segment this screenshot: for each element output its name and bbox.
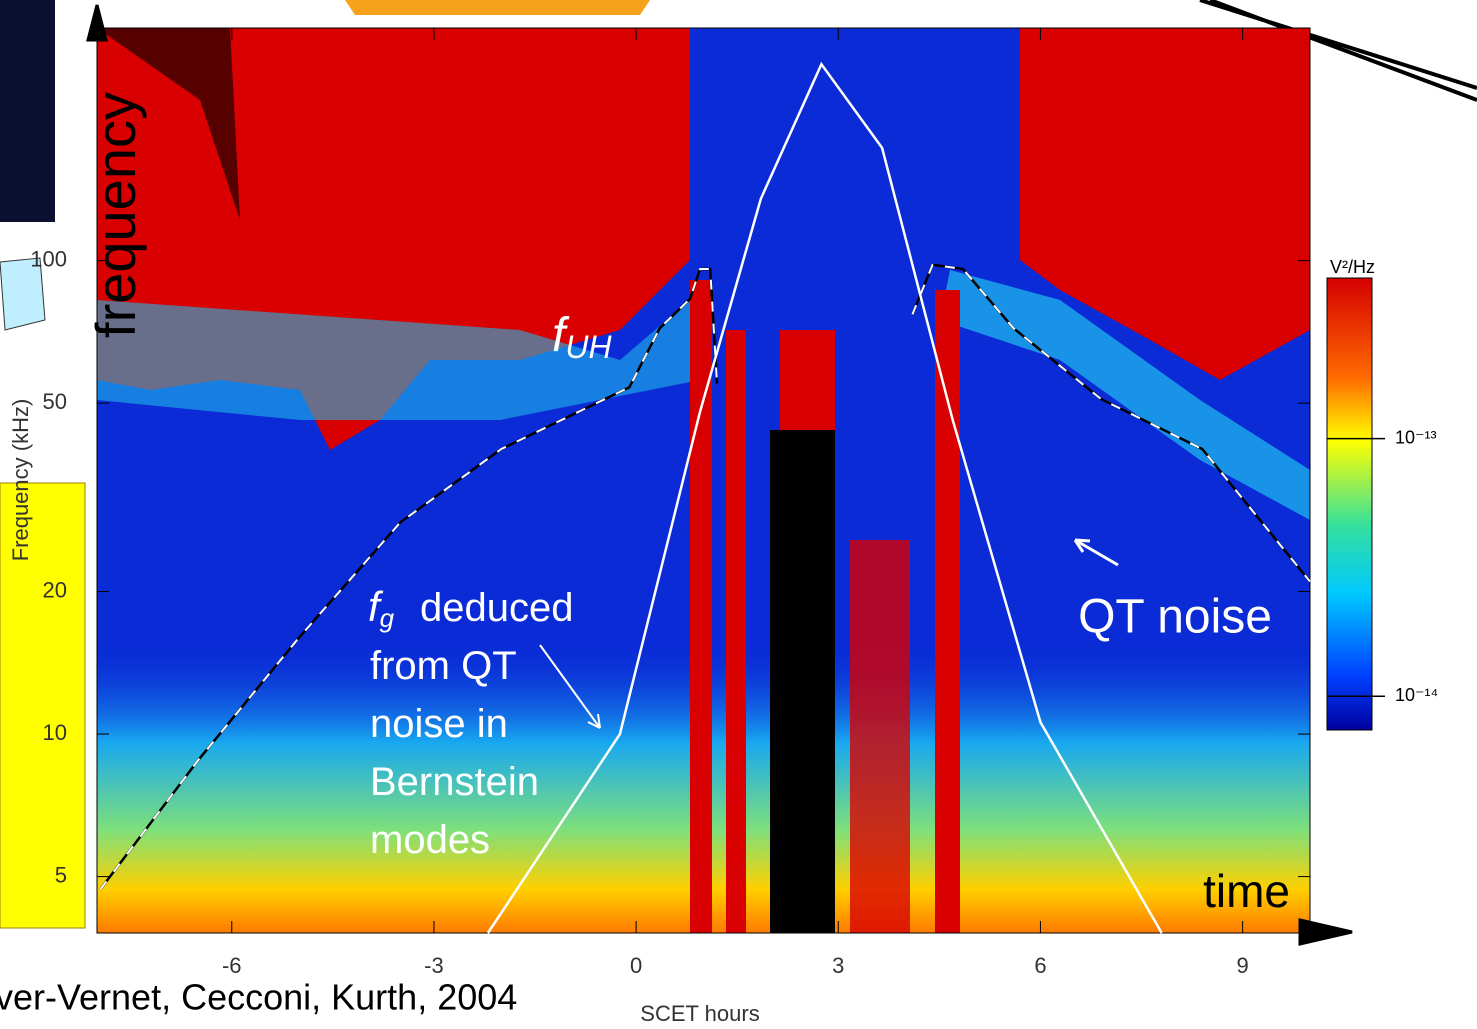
- y-tick-label: 10: [43, 720, 67, 745]
- y-tick-label: 50: [43, 389, 67, 414]
- x-tick-label: 0: [630, 953, 642, 978]
- time-label: time: [1203, 865, 1290, 917]
- qt-noise-label: QT noise: [1078, 591, 1272, 644]
- frequency-label: frequency: [84, 92, 147, 338]
- fuh-subscript: UH: [565, 329, 612, 365]
- curve: [486, 61, 1163, 934]
- yellow-box: [0, 482, 86, 929]
- fg-line: noise in: [370, 702, 508, 746]
- x-tick-label: 3: [832, 953, 844, 978]
- fg-line: Bernstein: [370, 760, 539, 804]
- curve-dashes: [99, 268, 718, 890]
- x-tick-label: -6: [222, 953, 242, 978]
- y-tick-label: 20: [43, 577, 67, 602]
- fg-subscript: g: [380, 603, 395, 633]
- plot-frame: [96, 27, 1311, 934]
- citation: ver-Vernet, Cecconi, Kurth, 2004: [0, 977, 517, 1018]
- y-tick-label: 5: [55, 862, 67, 887]
- colorbar-tick-label: 10⁻¹³: [1395, 427, 1437, 447]
- colorbar-tick-label: 10⁻¹⁴: [1395, 685, 1438, 705]
- y-axis-label: Frequency (kHz): [8, 399, 33, 562]
- y-arrow: [86, 4, 108, 42]
- book-icon: [0, 257, 46, 331]
- colorbar-label: V²/Hz: [1330, 257, 1375, 277]
- x-tick-label: -3: [424, 953, 444, 978]
- qt-arrow: [1073, 538, 1119, 567]
- pointer-lines: [1199, 0, 1477, 102]
- curve-dashes: [911, 263, 1311, 583]
- colorbar: [1326, 277, 1373, 731]
- x-tick-label: 9: [1236, 953, 1248, 978]
- y-tick-label: 100: [30, 246, 67, 271]
- fg-line: deduced: [420, 586, 573, 630]
- x-axis-label: SCET hours: [640, 1001, 759, 1026]
- space-image: [0, 0, 55, 222]
- fg-annotation: deduced from QT noise in Bernstein modes: [370, 586, 573, 862]
- orange-box: [345, 0, 650, 15]
- fuh-label: fUH: [552, 309, 612, 366]
- fg-line: from QT: [370, 644, 517, 688]
- fg-arrow: [539, 644, 601, 729]
- fg-line: modes: [370, 818, 490, 862]
- x-tick-label: 6: [1034, 953, 1046, 978]
- x-arrow: [1298, 918, 1353, 946]
- spectrogram: [97, 28, 1310, 933]
